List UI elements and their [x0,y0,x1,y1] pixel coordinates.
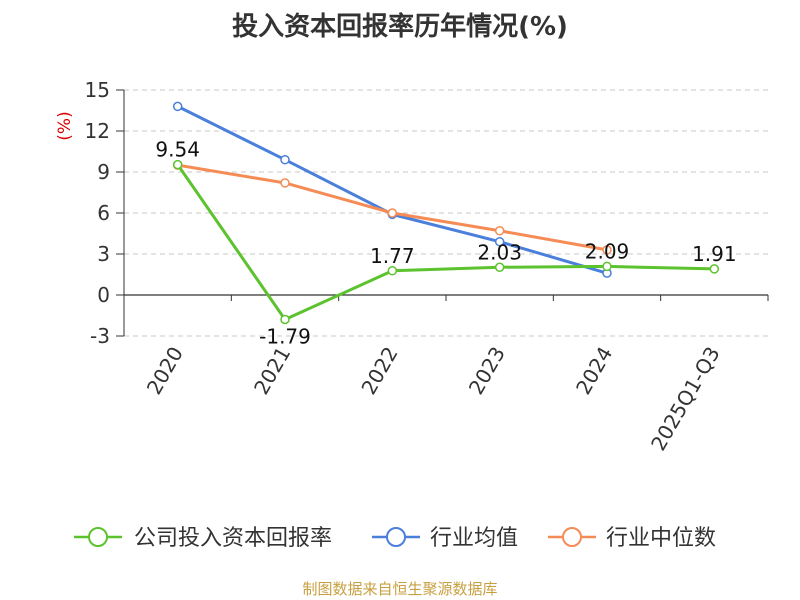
chart-title: 投入资本回报率历年情况(%) [232,12,568,42]
y-tick-label: 6 [97,201,110,225]
y-axis-unit: (%) [55,111,75,140]
data-point[interactable] [280,178,290,188]
legend: 公司投入资本回报率 行业均值 行业中位数 [74,526,716,551]
legend-marker[interactable] [562,527,582,547]
y-tick-label: 3 [97,242,110,266]
x-tick-label: 2021 [249,343,295,399]
y-tick-label: 15 [85,78,110,102]
series-layer [172,101,720,325]
data-label: 2.09 [585,239,630,263]
x-tick-label: 2025Q1-Q3 [646,343,725,455]
data-point[interactable] [172,101,183,112]
legend-marker[interactable] [386,527,406,547]
series-line [177,163,608,252]
y-tick-label: -3 [90,324,110,348]
data-point[interactable] [494,226,505,236]
data-point[interactable] [387,266,398,276]
data-label: 9.54 [155,138,200,162]
x-tick-label: 2023 [464,342,510,398]
x-tick-label: 2022 [356,343,402,399]
data-label: 2.03 [477,240,522,264]
source-note: 制图数据来自恒生聚源数据库 [302,580,498,598]
series-line [176,163,715,321]
x-tick-label: 2024 [571,343,617,399]
y-tick-label: 0 [97,283,110,307]
data-point[interactable] [172,159,183,170]
legend-label[interactable]: 行业中位数 [606,526,716,551]
data-point[interactable] [709,264,720,274]
x-tick-label: 2020 [142,343,188,399]
data-label: -1.79 [259,324,311,348]
data-point[interactable] [494,236,505,247]
data-point[interactable] [602,245,612,255]
data-label: 1.91 [692,242,737,266]
y-tick-label: 12 [85,119,110,143]
legend-label[interactable]: 行业均值 [430,526,518,551]
data-point[interactable] [494,262,505,273]
data-label: 1.77 [370,244,415,268]
data-point[interactable] [602,261,612,272]
data-label-layer: 9.54 -1.79 1.77 2.03 2.09 1.91 [155,138,736,349]
legend-label[interactable]: 公司投入资本回报率 [134,526,332,551]
y-tick-label: 9 [97,160,110,184]
legend-marker[interactable] [88,527,108,547]
data-point[interactable] [387,208,398,218]
data-point[interactable] [280,314,290,325]
data-point[interactable] [280,154,290,165]
